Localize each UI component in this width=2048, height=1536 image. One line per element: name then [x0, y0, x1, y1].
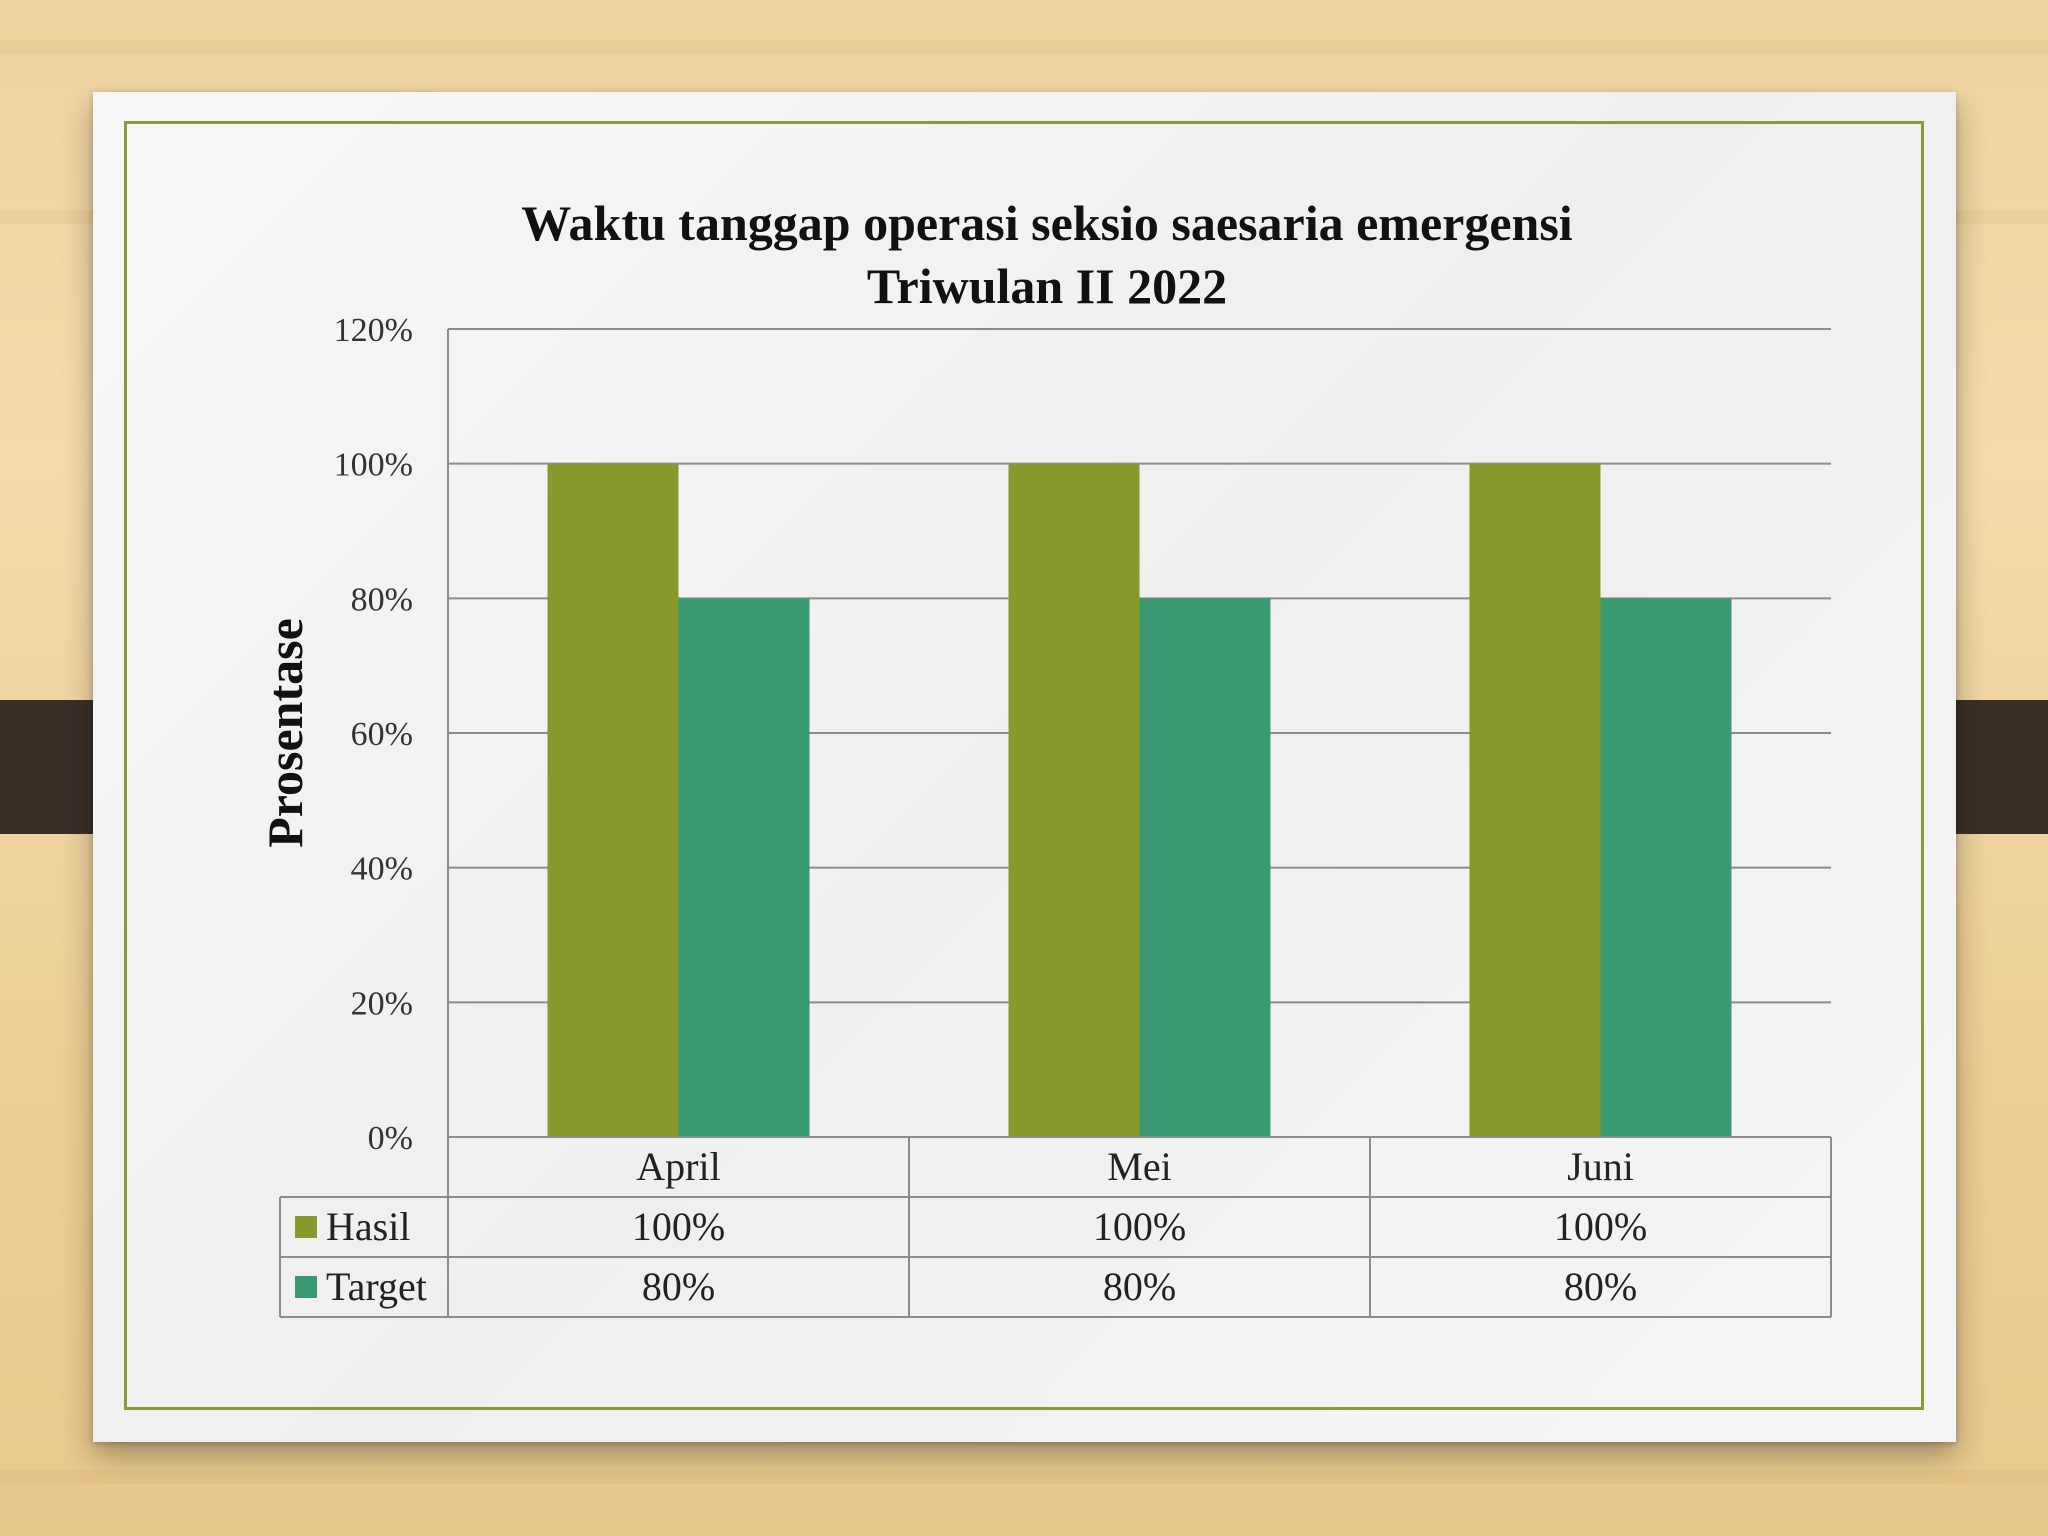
y-axis-label: Prosentase	[257, 618, 313, 848]
data-label: 80%	[642, 1264, 715, 1309]
chart-title: Waktu tanggap operasi seksio saesaria em…	[521, 195, 1573, 251]
slide-frame	[124, 121, 1924, 1410]
bar-target-mei	[1139, 598, 1271, 1137]
x-tick-label: Juni	[1567, 1144, 1634, 1189]
bar-target-juni	[1600, 598, 1732, 1137]
bar-hasil-april	[547, 463, 679, 1138]
y-tick-label: 100%	[334, 447, 413, 484]
data-label: 80%	[1103, 1264, 1176, 1309]
data-label: 100%	[1554, 1204, 1647, 1249]
chart-subtitle: Triwulan II 2022	[867, 258, 1227, 314]
data-label: 100%	[1093, 1204, 1186, 1249]
legend-swatch-target	[295, 1276, 317, 1298]
y-tick-label: 40%	[351, 851, 413, 888]
legend-swatch-hasil	[295, 1216, 317, 1238]
legend-label-hasil: Hasil	[326, 1204, 410, 1249]
y-tick-label: 120%	[334, 312, 413, 349]
y-tick-label: 20%	[351, 985, 413, 1022]
x-tick-label: April	[636, 1144, 720, 1189]
y-tick-label: 0%	[368, 1120, 413, 1157]
y-tick-label: 80%	[351, 581, 413, 618]
y-tick-label: 60%	[351, 716, 413, 753]
bar-target-april	[678, 598, 810, 1137]
data-label: 80%	[1564, 1264, 1637, 1309]
bar-hasil-juni	[1469, 463, 1601, 1138]
x-tick-label: Mei	[1107, 1144, 1171, 1189]
legend-label-target: Target	[326, 1264, 427, 1309]
bar-hasil-mei	[1008, 463, 1140, 1138]
data-label: 100%	[632, 1204, 725, 1249]
